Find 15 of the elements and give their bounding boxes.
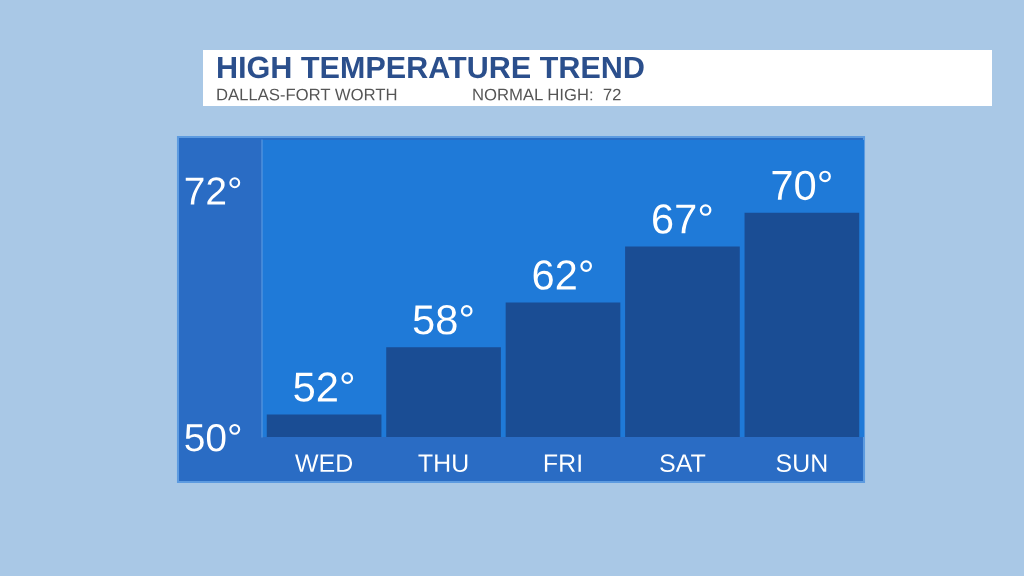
data-label: 62°	[533, 260, 593, 290]
data-label: 52°	[294, 372, 354, 402]
chart-subtitle: DALLAS-FORT WORTH	[217, 88, 397, 101]
x-tick-label: WED	[295, 454, 353, 472]
x-tick-label: THU	[418, 454, 468, 473]
x-tick-label: SUN	[776, 454, 827, 473]
x-tick-label: FRI	[544, 454, 581, 472]
text: NORMAL HIGH: 72	[473, 88, 621, 101]
chart-title: HIGH TEMPERATURE TREND	[218, 56, 644, 79]
y-tick-label: 72°	[185, 177, 241, 205]
data-label: 70°	[772, 170, 831, 201]
y-tick-label: 50°	[185, 423, 241, 452]
x-tick-label: SAT	[660, 454, 706, 473]
data-label: 58°	[413, 305, 473, 335]
data-label: 67°	[653, 204, 712, 234]
